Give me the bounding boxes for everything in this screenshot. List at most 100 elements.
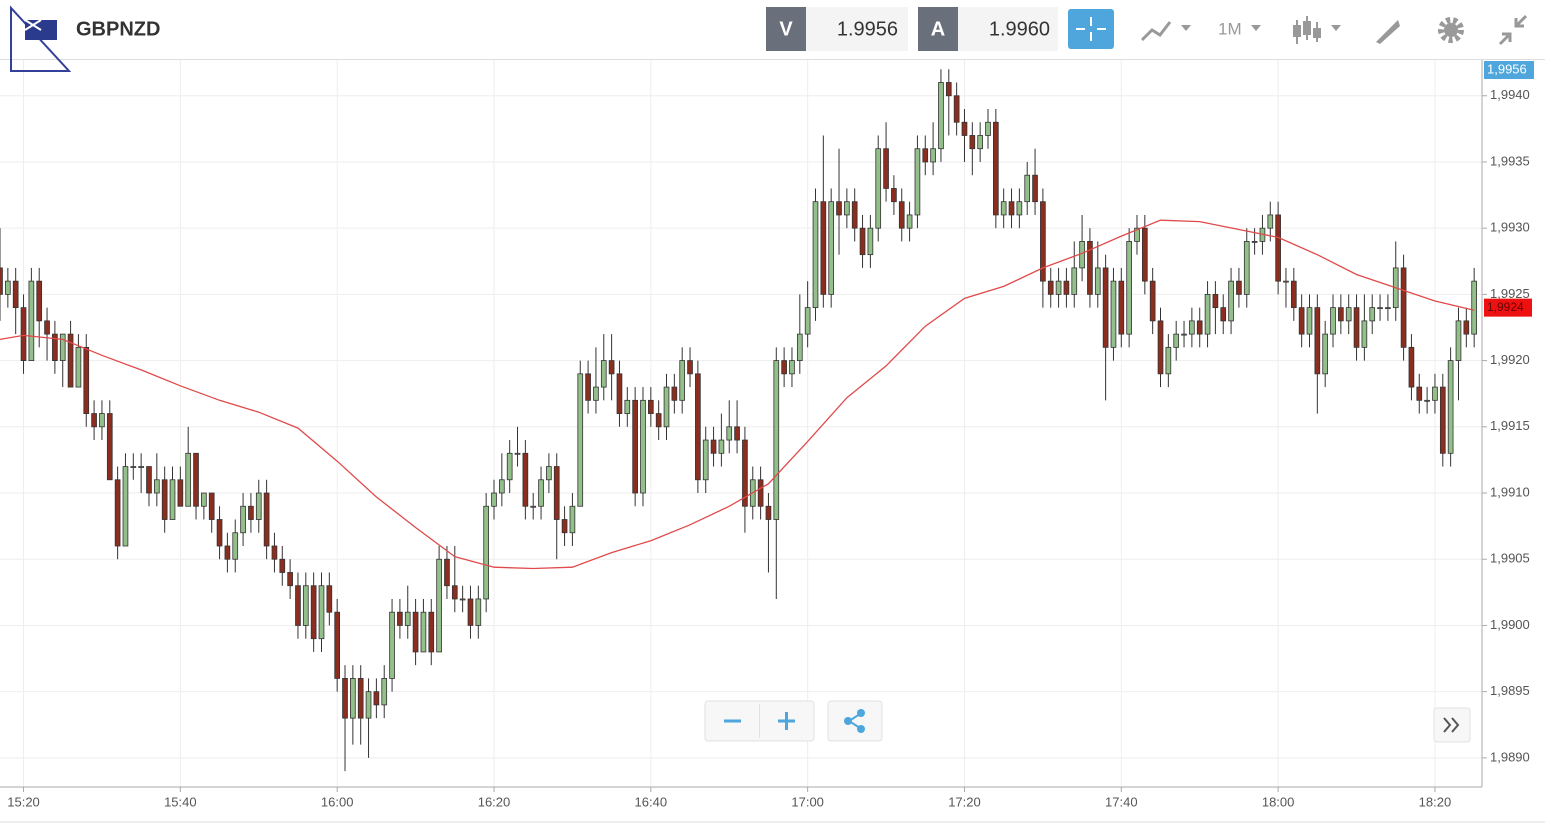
y-tick-label: 1,9890 <box>1490 749 1530 764</box>
candle-body <box>1275 214 1281 282</box>
candle-body <box>350 678 356 719</box>
candle-body <box>538 479 544 507</box>
zoom-controls <box>704 700 1471 743</box>
candle-body <box>914 148 921 216</box>
sell-label-box[interactable] <box>766 7 806 51</box>
candle-body <box>1251 241 1258 243</box>
flag-cross <box>24 19 42 31</box>
candle-body <box>553 466 560 520</box>
collapse-icon[interactable] <box>1498 14 1528 46</box>
candle-body <box>1471 280 1477 335</box>
candle-body <box>1196 320 1203 335</box>
candle-body <box>742 439 748 507</box>
candle-body <box>1439 386 1446 454</box>
candle-body <box>836 201 842 216</box>
candle-body <box>52 333 58 361</box>
candle-body <box>1040 201 1046 282</box>
candle-body <box>373 691 380 706</box>
candle-body <box>1126 241 1132 335</box>
candle-body <box>381 678 388 706</box>
sell-price[interactable]: 1.9956 <box>837 18 898 40</box>
candle-body <box>499 479 505 494</box>
dropdown-arrow[interactable] <box>1251 25 1261 31</box>
candle-body <box>263 492 270 547</box>
scroll-end-button[interactable] <box>1433 707 1471 743</box>
candle-body <box>687 360 693 375</box>
candle-body <box>232 532 239 560</box>
zoom-in[interactable] <box>778 712 795 730</box>
candle-body <box>891 188 897 203</box>
candle-body <box>153 479 160 494</box>
candle-body <box>765 505 772 520</box>
sell-price-box[interactable] <box>806 7 908 51</box>
candle-body <box>146 466 152 494</box>
candle-body <box>193 452 199 507</box>
buy-label-box[interactable] <box>918 7 958 51</box>
candle-body <box>647 399 654 414</box>
candle-body <box>577 373 584 507</box>
candle-body <box>420 611 427 653</box>
candle-body <box>1330 307 1336 335</box>
candle-body <box>1314 307 1321 375</box>
candle-body <box>734 426 740 441</box>
candle-body <box>44 320 50 335</box>
share-dot <box>844 717 852 725</box>
candle-body <box>397 611 403 626</box>
candle-body <box>106 413 113 481</box>
y-tick-label: 1,9900 <box>1490 617 1530 632</box>
candle-body <box>20 307 27 361</box>
candle-body <box>1118 280 1125 335</box>
candle-body <box>663 386 670 428</box>
candle-body <box>812 201 819 309</box>
y-tick-label: 1,9925 <box>1490 286 1530 301</box>
dropdown-arrow[interactable] <box>1331 25 1341 31</box>
buy-price-box[interactable] <box>958 7 1058 51</box>
x-tick-label: 17:00 <box>791 794 824 809</box>
candle-body <box>122 466 129 547</box>
candle-body <box>404 611 411 626</box>
sell-label[interactable]: V <box>779 18 793 40</box>
candle-body <box>796 333 803 361</box>
candle-body <box>977 135 983 150</box>
settings-icon[interactable] <box>1438 17 1464 43</box>
candle-body <box>710 439 717 454</box>
candle-body <box>240 505 246 534</box>
candle-body <box>428 611 435 653</box>
y-tick-label: 1,9895 <box>1490 683 1530 698</box>
candle-body <box>1447 360 1454 454</box>
candles-icon-body <box>1293 25 1301 37</box>
candle-body <box>99 413 105 428</box>
buy-price[interactable]: 1.9960 <box>989 18 1050 40</box>
candle-body <box>530 505 537 508</box>
y-tick-label: 1,9935 <box>1490 153 1530 168</box>
candle-body <box>334 611 341 679</box>
candle-body <box>248 505 254 520</box>
candle-body <box>0 267 3 295</box>
dropdown-arrow[interactable] <box>1181 25 1191 31</box>
candle-body <box>561 519 568 534</box>
timeframe[interactable]: 1M <box>1218 19 1242 38</box>
candle-body <box>953 95 960 123</box>
candle-body <box>1361 320 1368 348</box>
draw-icon[interactable] <box>1376 20 1400 44</box>
candle-body <box>1243 241 1250 295</box>
candle-body <box>624 399 631 414</box>
candle-body <box>302 585 309 626</box>
candle-body <box>1220 307 1227 322</box>
candle-body <box>945 82 952 97</box>
candle-body <box>451 585 458 600</box>
candle-body <box>342 678 348 719</box>
candle-body <box>781 360 787 375</box>
chart-type-icon[interactable] <box>1140 21 1172 42</box>
y-tick-label: 1,9930 <box>1490 220 1530 235</box>
candle-body <box>1047 280 1054 295</box>
candle-body <box>961 121 968 136</box>
crosshair-button[interactable] <box>1068 9 1114 49</box>
candle-body <box>671 386 678 401</box>
x-tick-label: 16:20 <box>478 794 511 809</box>
buy-label[interactable]: A <box>931 18 945 40</box>
candle-body <box>993 121 999 216</box>
candle-body <box>1063 280 1070 295</box>
last-price-box <box>1484 298 1532 317</box>
candle-body <box>1385 307 1391 310</box>
